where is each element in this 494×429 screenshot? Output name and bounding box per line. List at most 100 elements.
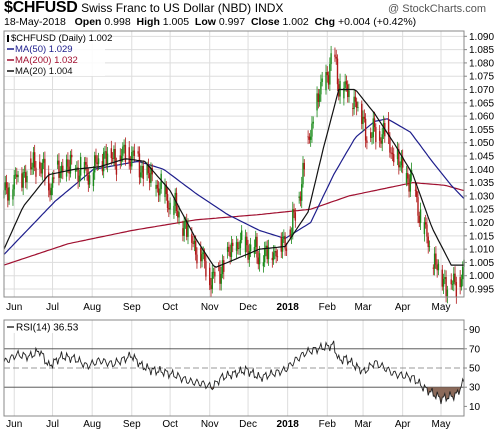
candle-body [192,242,194,244]
candle-body [387,119,390,137]
price-y-tick-label: 1.055 [469,125,494,136]
candle-body [247,245,249,260]
price-y-tick-label: 1.020 [469,218,494,229]
price-x-tick-label: Feb [319,302,337,313]
price-grid [4,31,464,297]
candle-body [426,224,428,237]
candle-body [299,196,302,201]
rsi-oversold-area [211,387,214,390]
candle-body [453,273,455,284]
candle-body [271,257,274,261]
candle-body [428,246,431,248]
candle-body [417,197,419,216]
quote-summary-line: 18-May-2018 Open 0.998 High 1.005 Low 0.… [4,16,416,28]
candle-body [357,107,359,109]
candle-body [354,96,357,102]
candle-body [382,123,385,135]
candle-body [7,187,9,201]
candle-body [330,53,332,65]
candle-body [353,96,355,110]
candle-body [138,153,141,178]
close-value: 1.002 [282,16,309,28]
candle-body [183,221,185,236]
candle-body [246,236,248,246]
candle-body [446,289,449,297]
candle-body [451,283,454,285]
candle-body [211,271,213,290]
candle-body [51,177,54,188]
candle-body [41,162,44,174]
candle-body [293,209,295,213]
candle-body [173,205,175,215]
rsi-x-tick-label: May [432,419,451,429]
stockcharts-credit: @ StockCharts.com [388,3,486,15]
candle-body [307,136,309,138]
candle-body [186,220,188,237]
candle-body [393,154,395,163]
candle-body [272,252,275,261]
candle-body [262,262,265,267]
candle-body [325,72,327,91]
candle-body [17,174,19,178]
candle-body [302,162,304,185]
candle-body [194,240,197,255]
candle-body [220,274,222,284]
candle-body [122,146,124,156]
candle-body [120,155,123,162]
candle-body [42,158,45,163]
candle-body [266,245,268,260]
price-y-tick-label: 1.035 [469,178,494,189]
candle-body [285,248,288,251]
rsi-legend-background [5,321,83,333]
candle-body [308,136,311,140]
legend-entry: MA(20) 1.004 [15,66,73,77]
price-x-tick-label: Jun [6,302,22,313]
candle-body [329,64,331,85]
candle-body [249,244,252,252]
candle-body [263,248,266,263]
candle-body [274,250,276,253]
candle-body [301,184,303,201]
candle-body [276,256,279,258]
rsi-y-tick-label: 50 [469,364,481,375]
candle-body [60,165,63,172]
price-y-tick-label: 1.085 [469,45,494,56]
candle-body [361,103,363,124]
candle-body [40,168,42,174]
candle-body [283,236,285,240]
candle-body [380,140,382,144]
candle-body [157,188,160,196]
close-label: Close [250,16,280,28]
candle-body [391,152,394,155]
candle-body [142,165,144,179]
price-candles [3,45,465,304]
candle-body [105,151,107,165]
candle-body [62,165,64,173]
candle-body [255,236,257,248]
candle-body [22,172,24,188]
high-label: High [136,16,160,28]
rsi-series [3,340,465,405]
candle-body [424,222,427,225]
candle-body [16,174,18,178]
candle-body [14,174,17,176]
candle-body [30,158,32,170]
candle-body [196,254,198,264]
candle-body [267,247,270,260]
candle-body [156,184,159,189]
candle-body [79,156,82,176]
candle-body [159,189,161,196]
candle-body [239,239,242,249]
candle-body [21,173,23,188]
candle-body [31,167,33,170]
price-y-tick-label: 1.000 [469,271,494,282]
rsi-oversold-fill [211,387,461,404]
rsi-x-tick-label: Aug [83,419,101,429]
candle-body [155,184,157,190]
rsi-x-tick-label: Sep [123,419,141,429]
candle-body [200,247,202,262]
candle-body [298,196,300,198]
candle-body [442,278,445,287]
rsi-x-tick-label: Dec [239,419,257,429]
rsi-x-tick-label: Apr [395,419,411,429]
